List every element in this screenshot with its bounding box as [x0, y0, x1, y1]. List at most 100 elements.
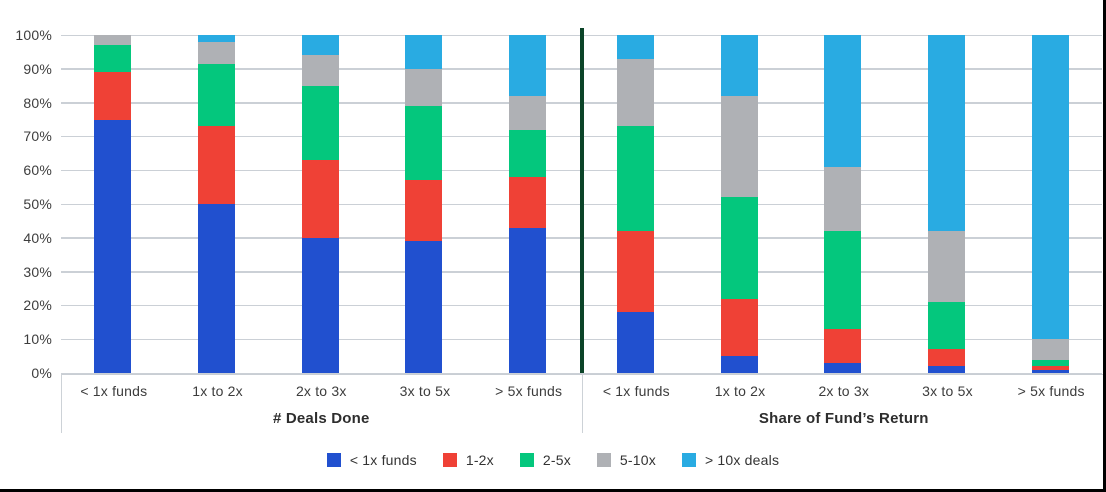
bar-segment [720, 298, 758, 357]
category-labels: < 1x funds 1x to 2x 2x to 3x 3x to 5x > 5x f… [62, 375, 581, 399]
bar-segment [824, 231, 862, 330]
category-label: 2x to 3x [818, 383, 870, 399]
category-label: 3x to 5x [399, 383, 451, 399]
bar-segment [198, 204, 236, 373]
bar-segment [301, 160, 339, 238]
category-label: 1x to 2x [192, 383, 243, 399]
bar-segment [1031, 369, 1069, 373]
stacked-bar [1031, 35, 1069, 373]
bar-segment [509, 35, 547, 96]
legend-item-lt-1x-funds: < 1x funds [326, 452, 417, 468]
group-label-deals-done: # Deals Done [272, 410, 370, 427]
y-axis-tick-label: 0% [31, 365, 52, 381]
legend-label: > 10x deals [704, 452, 780, 468]
y-axis-tick-label: 70% [23, 128, 52, 145]
y-axis-tick-label: 10% [23, 331, 52, 348]
category-labels: < 1x funds 1x to 2x 2x to 3x 3x to 5x > 5x f… [585, 375, 1104, 399]
bar-segment [94, 45, 132, 73]
plot-area [61, 28, 1103, 374]
gridline [61, 372, 1102, 374]
group-label-share-of-fund-return: Share of Fund’s Return [758, 410, 929, 427]
legend-swatch-lightblue-icon [681, 453, 696, 467]
bar-segment [405, 35, 443, 69]
bar-segment [616, 312, 654, 373]
bar-segment [301, 55, 339, 86]
stacked-bar [405, 35, 443, 373]
stacked-bar [616, 35, 654, 373]
bar-group [584, 35, 1103, 373]
y-axis-tick-label: 40% [23, 229, 52, 246]
category-label: < 1x funds [602, 383, 670, 399]
bar-segment [301, 237, 339, 373]
legend: < 1x funds 1-2x 2-5x 5-10x > 10x deals [0, 452, 1106, 468]
legend-swatch-gray-icon [596, 453, 611, 467]
bar-segment [720, 356, 758, 373]
bar-segment [720, 95, 758, 198]
stacked-bar [509, 35, 547, 373]
category-label: 1x to 2x [714, 383, 766, 399]
legend-item-2-5x: 2-5x [519, 452, 571, 468]
bar-segment [405, 68, 443, 106]
x-axis-group-right: < 1x funds 1x to 2x 2x to 3x 3x to 5x > 5x f… [585, 375, 1104, 433]
bar-segment [927, 35, 965, 232]
bar-segment [824, 35, 862, 167]
y-axis-tick-label: 50% [23, 196, 52, 212]
stacked-bar [927, 35, 965, 373]
bar-segment [1031, 359, 1069, 367]
bar-segment [509, 176, 547, 228]
y-axis: 0% 10% 20% 30% 40% 50% 60% 70% 80% 90% 100% [0, 27, 52, 381]
y-axis-tick-label: 30% [23, 263, 52, 280]
bar-segment [927, 349, 965, 367]
bar-segment [301, 35, 339, 56]
x-axis-group-separator [581, 375, 585, 433]
stacked-bar [198, 35, 236, 373]
stacked-bar [824, 35, 862, 373]
bar-segment [94, 72, 132, 120]
bar-segment [927, 366, 965, 373]
bar-segment [720, 197, 758, 299]
category-label: < 1x funds [80, 383, 148, 399]
bar-segment [824, 329, 862, 363]
y-axis-tick-label: 80% [23, 94, 52, 111]
bar-segment [94, 119, 132, 373]
bar-segment [509, 227, 547, 373]
bar-segment [1031, 339, 1069, 360]
bar-segment [301, 85, 339, 161]
bar-segment [927, 302, 965, 350]
stacked-bar [720, 35, 758, 373]
bar-segment [405, 241, 443, 373]
bar-group [61, 35, 580, 373]
bar-segment [824, 166, 862, 232]
legend-swatch-blue-icon [326, 453, 341, 467]
legend-item-gt-10x-deals: > 10x deals [681, 452, 780, 468]
legend-swatch-green-icon [519, 453, 534, 467]
legend-item-1-2x: 1-2x [442, 452, 494, 468]
y-axis-tick-label: 60% [23, 162, 52, 179]
bar-segment [405, 106, 443, 181]
bar-segment [198, 35, 236, 42]
bar-segment [1031, 366, 1069, 370]
bar-segment [616, 35, 654, 59]
y-axis-tick-label: 100% [15, 27, 52, 43]
y-axis-tick-label: 90% [23, 60, 52, 77]
bar-segment [509, 129, 547, 177]
bar-segment [927, 231, 965, 303]
bar-segment [616, 231, 654, 313]
bar-segment [94, 35, 132, 46]
legend-label: 1-2x [465, 452, 494, 468]
bar-segment [198, 63, 236, 127]
legend-label: 2-5x [542, 452, 571, 468]
bar-segment [616, 58, 654, 127]
bar-segment [824, 362, 862, 373]
bar-segment [509, 95, 547, 130]
category-label: 2x to 3x [295, 383, 347, 399]
legend-item-5-10x: 5-10x [596, 452, 656, 468]
category-label: 3x to 5x [922, 383, 973, 399]
category-label: > 5x funds [1017, 383, 1085, 399]
x-axis-group-left: < 1x funds 1x to 2x 2x to 3x 3x to 5x > 5x f… [62, 375, 581, 433]
bar-segment [405, 180, 443, 242]
legend-swatch-red-icon [442, 453, 457, 467]
x-axis-band: < 1x funds 1x to 2x 2x to 3x 3x to 5x > 5x f… [61, 374, 1103, 433]
legend-label: 5-10x [619, 452, 656, 468]
bar-segment [720, 35, 758, 96]
